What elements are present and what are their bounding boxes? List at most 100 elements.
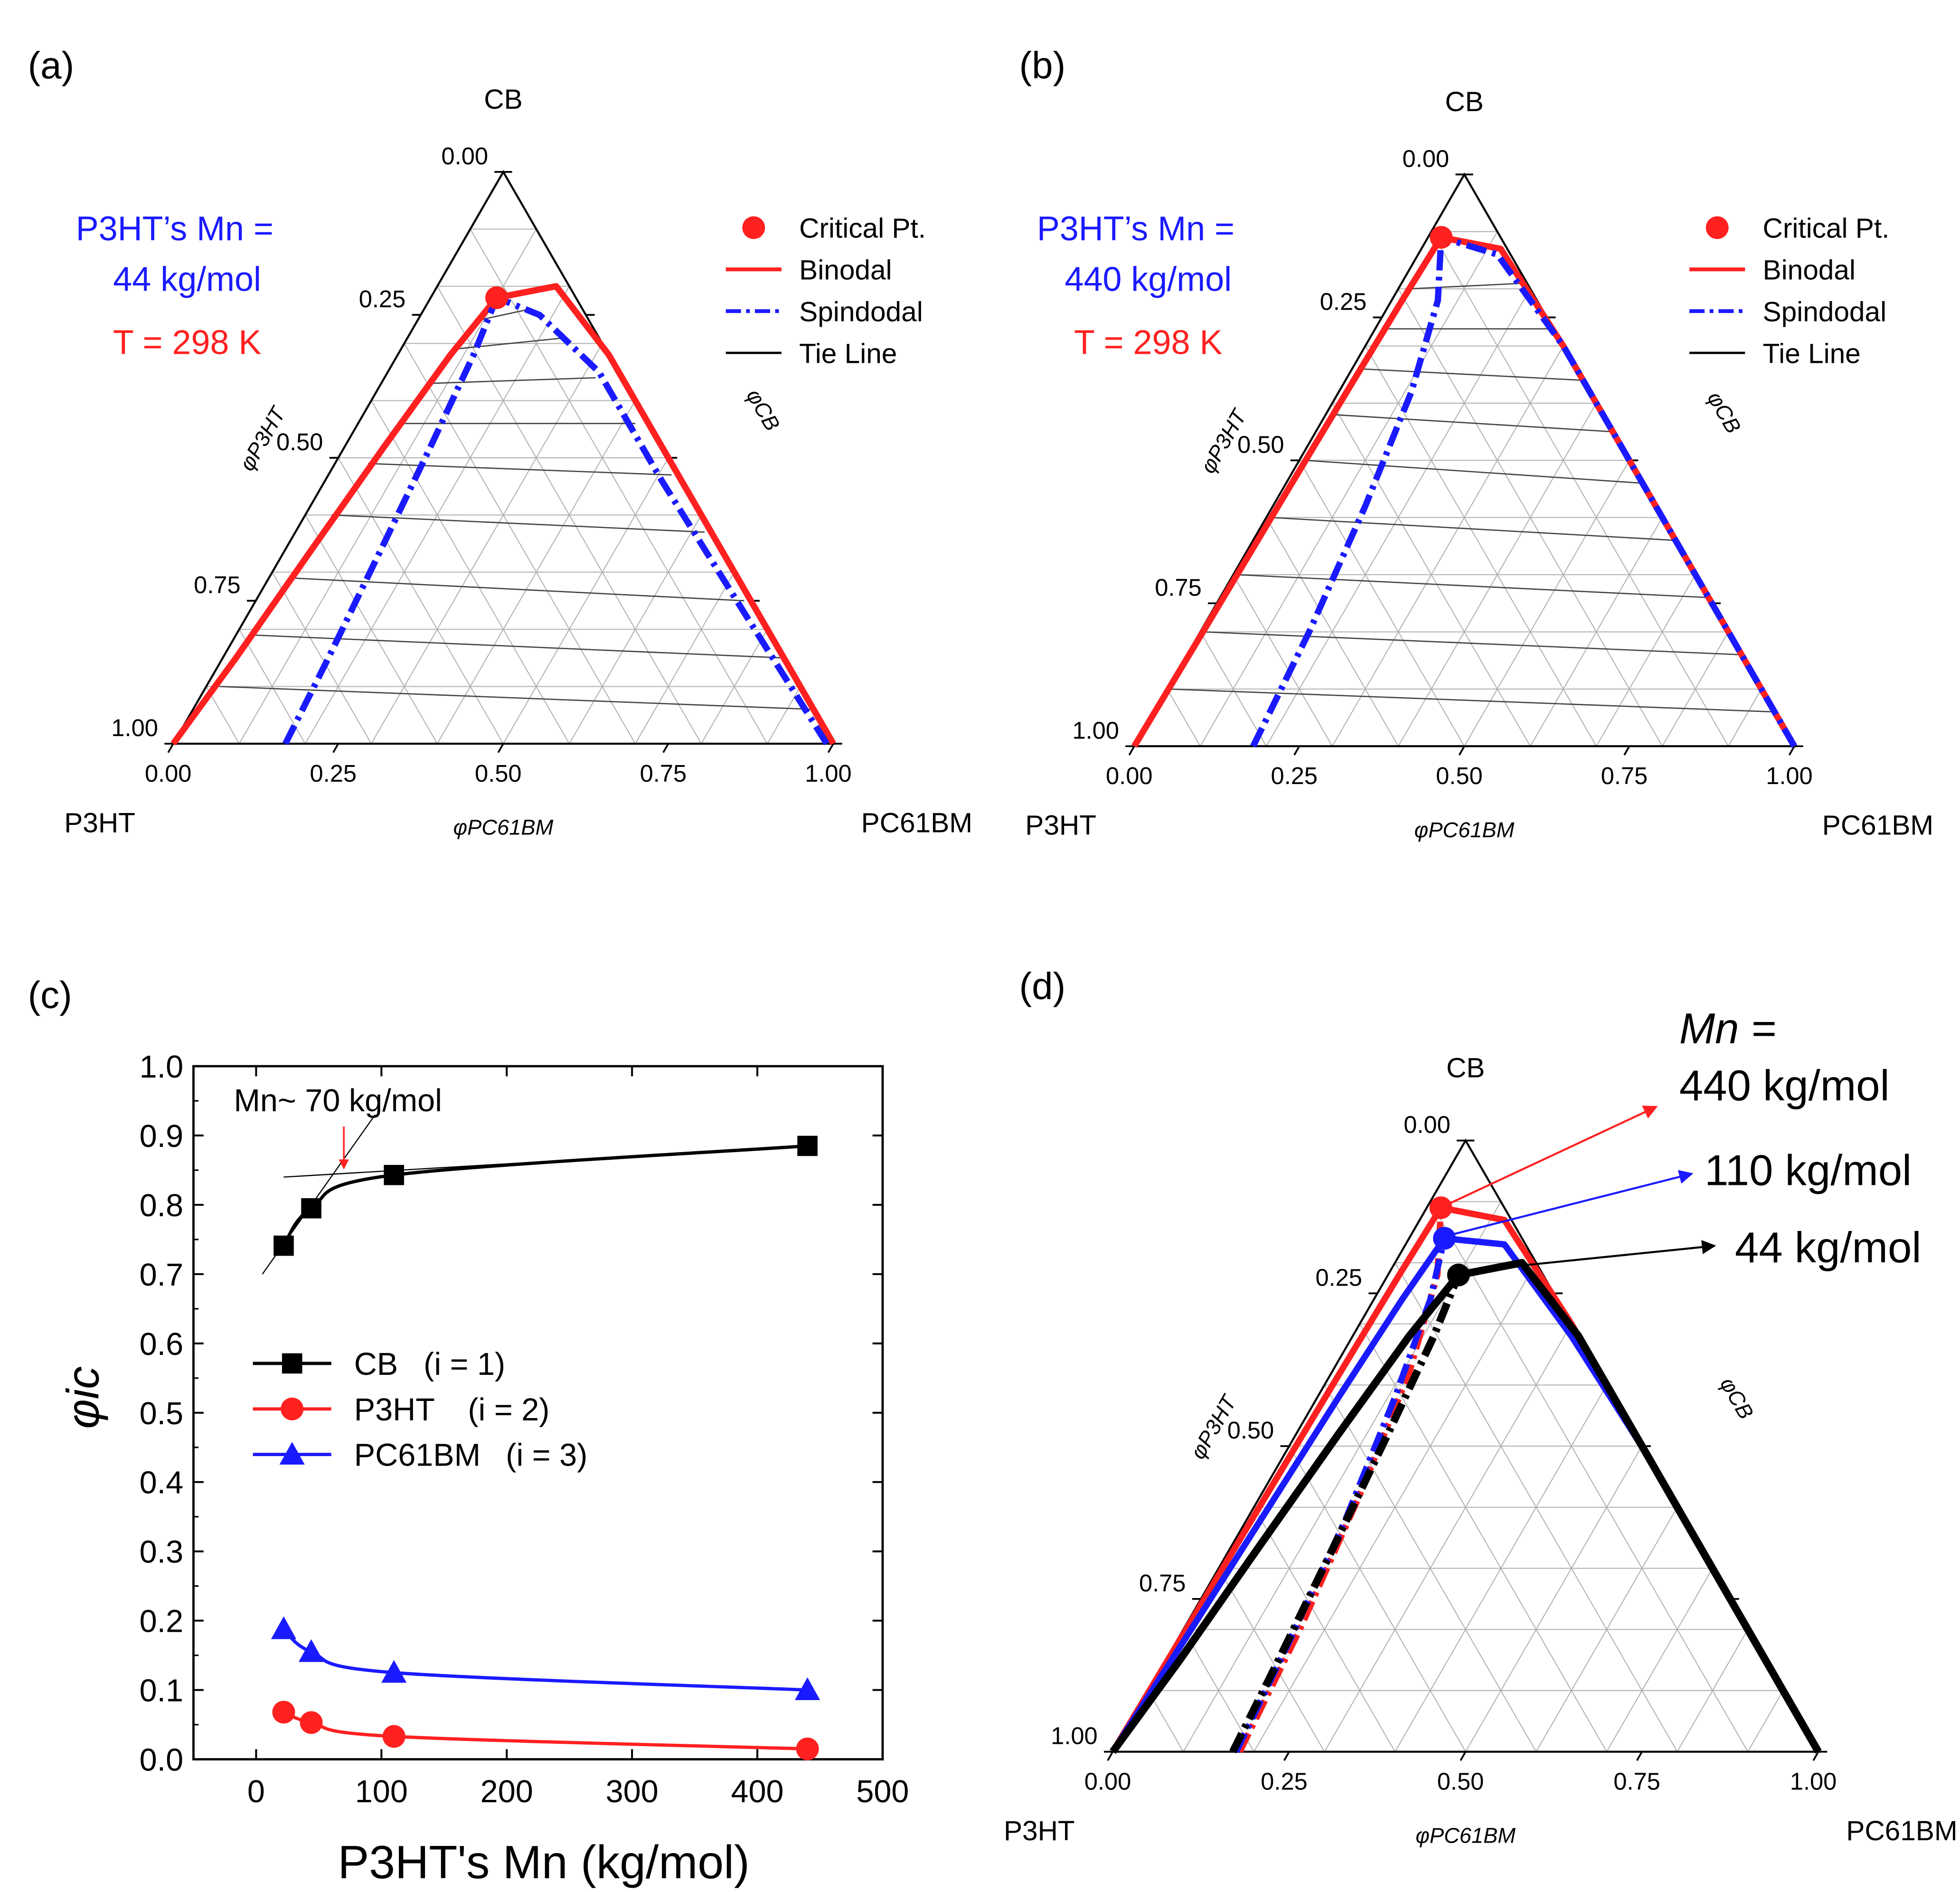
grid-line xyxy=(1253,1507,1395,1752)
tie-line xyxy=(289,577,744,602)
x-tick-label: 100 xyxy=(355,1774,408,1809)
y-tick-label: 0.4 xyxy=(140,1466,184,1501)
data-point-square xyxy=(273,1235,294,1256)
x-tick-label: 300 xyxy=(606,1774,659,1809)
x-tick-label: 500 xyxy=(856,1774,909,1809)
grid-line xyxy=(1530,517,1663,747)
grid-line xyxy=(470,228,768,744)
spinodal-curve-right xyxy=(495,294,829,746)
bottom-tick xyxy=(1788,746,1795,756)
legend-label: Spindodal xyxy=(799,296,923,327)
left-tick-label: 0.25 xyxy=(1320,288,1366,315)
vertex-label-cb: CB xyxy=(484,84,522,115)
legend-marker xyxy=(279,1442,305,1465)
grid-line xyxy=(1218,1568,1325,1752)
bottom-tick-label: 1.00 xyxy=(805,760,851,787)
grid-line xyxy=(1332,346,1564,747)
panel-label: (a) xyxy=(28,44,75,86)
bottom-tick-label: 0.75 xyxy=(1601,762,1648,789)
grid-line xyxy=(1324,1324,1572,1752)
x-axis-label: P3HT's Mn (kg/mol) xyxy=(338,1836,750,1888)
data-point-square xyxy=(384,1164,405,1185)
x-tick-label: 400 xyxy=(731,1774,783,1809)
left-tick-label: 0.25 xyxy=(359,285,405,312)
grid-line xyxy=(371,343,603,744)
tie-line xyxy=(427,377,596,384)
left-tick-label: 0.75 xyxy=(1139,1570,1186,1597)
bottom-tick xyxy=(1128,746,1135,756)
bottom-tick xyxy=(167,743,174,753)
axis-label-bottom: φPC61BM xyxy=(453,815,554,840)
left-tick-label: 0.00 xyxy=(1403,145,1449,172)
vertex-label-p3ht: P3HT xyxy=(64,807,135,838)
arrow xyxy=(1448,1106,1658,1205)
bottom-tick-label: 0.75 xyxy=(640,760,687,787)
bottom-tick xyxy=(1458,746,1465,756)
grid-line xyxy=(404,343,636,744)
vertex-label-p3ht: P3HT xyxy=(1025,810,1096,841)
grid-line xyxy=(635,572,735,744)
grid-line xyxy=(1430,1201,1749,1752)
grid-line xyxy=(238,629,306,744)
series-line xyxy=(283,1711,808,1751)
y-tick-label: 0.7 xyxy=(140,1258,184,1293)
left-tick-label: 0.50 xyxy=(276,428,323,455)
tie-line xyxy=(1202,631,1742,656)
legend-label: Critical Pt. xyxy=(1763,213,1890,244)
arrow xyxy=(1466,1240,1716,1272)
data-point-triangle xyxy=(298,1639,324,1662)
series-440-kg-mol xyxy=(1110,1204,1821,1754)
tie-line xyxy=(219,686,814,710)
mn-annotation-line1: P3HT’s Mn = xyxy=(76,210,273,248)
spinodal-curve xyxy=(1229,1273,1462,1754)
grid-line xyxy=(1464,460,1630,747)
series-line xyxy=(282,1144,808,1247)
bottom-tick-label: 0.00 xyxy=(1106,762,1152,789)
left-tick-label: 1.00 xyxy=(1051,1722,1097,1750)
bottom-tick-label: 0.50 xyxy=(1436,762,1482,789)
axis-label-right: φCB xyxy=(742,385,784,435)
tie-line xyxy=(331,514,705,533)
series-110-kg-mol xyxy=(1110,1235,1821,1754)
bottom-tick xyxy=(332,743,339,753)
bottom-tick-label: 0.25 xyxy=(310,760,357,787)
bottom-tick xyxy=(1283,1751,1290,1761)
binodal-curve-left xyxy=(1131,236,1444,748)
arrow xyxy=(1451,1170,1694,1236)
grid-line xyxy=(1233,574,1333,747)
grid-line xyxy=(1200,631,1267,747)
left-tick-label: 0.00 xyxy=(1404,1111,1450,1138)
axis-label-bottom: φPC61BM xyxy=(1414,818,1515,842)
legend-label: P3HT xyxy=(354,1392,435,1428)
series-P3HT xyxy=(272,1701,819,1760)
legend-label: Spindodal xyxy=(1763,296,1887,327)
critical-point xyxy=(1429,1196,1452,1220)
grid-line xyxy=(1359,1324,1607,1752)
legend-label: Tie Line xyxy=(1763,338,1861,369)
data-point-square xyxy=(797,1135,818,1156)
mn-title: Mn = xyxy=(1679,1005,1776,1053)
y-tick-label: 0.3 xyxy=(140,1535,184,1570)
vertex-label-cb: CB xyxy=(1446,1052,1485,1083)
grid-line xyxy=(272,572,372,744)
critical-point xyxy=(1430,226,1453,249)
left-tick-label: 0.75 xyxy=(1155,574,1201,601)
binodal-curve xyxy=(1110,1204,1821,1754)
y-tick-label: 0.0 xyxy=(140,1743,184,1778)
grid-line xyxy=(767,686,801,744)
series-PC61BM xyxy=(271,1616,820,1700)
panel-label: (b) xyxy=(1019,44,1066,86)
data-point-triangle xyxy=(381,1660,407,1683)
ternary-panel-d: (d) 0.00 0.00 0.25 0.25 0.50 0.50 0.75 0.75 1.00 1… xyxy=(1004,965,1958,1847)
critical-point xyxy=(485,286,509,309)
mn-annotation: Mn~ 70 kg/mol xyxy=(234,1083,442,1118)
grid-line xyxy=(1662,631,1729,747)
data-point-triangle xyxy=(794,1677,820,1700)
tie-line xyxy=(1270,517,1676,541)
y-tick-label: 1.0 xyxy=(140,1050,184,1085)
line-panel-c: (c) 0.0 0.1 0.2 0.3 0.4 0.5 0.6 0.7 0.8 0.9 1.0 0 100… xyxy=(28,974,909,1888)
y-tick-label: 0.2 xyxy=(140,1604,184,1639)
legend-label: Binodal xyxy=(799,255,892,286)
binodal-curve-right xyxy=(496,283,836,746)
axis-label-bottom: φPC61BM xyxy=(1415,1823,1516,1847)
